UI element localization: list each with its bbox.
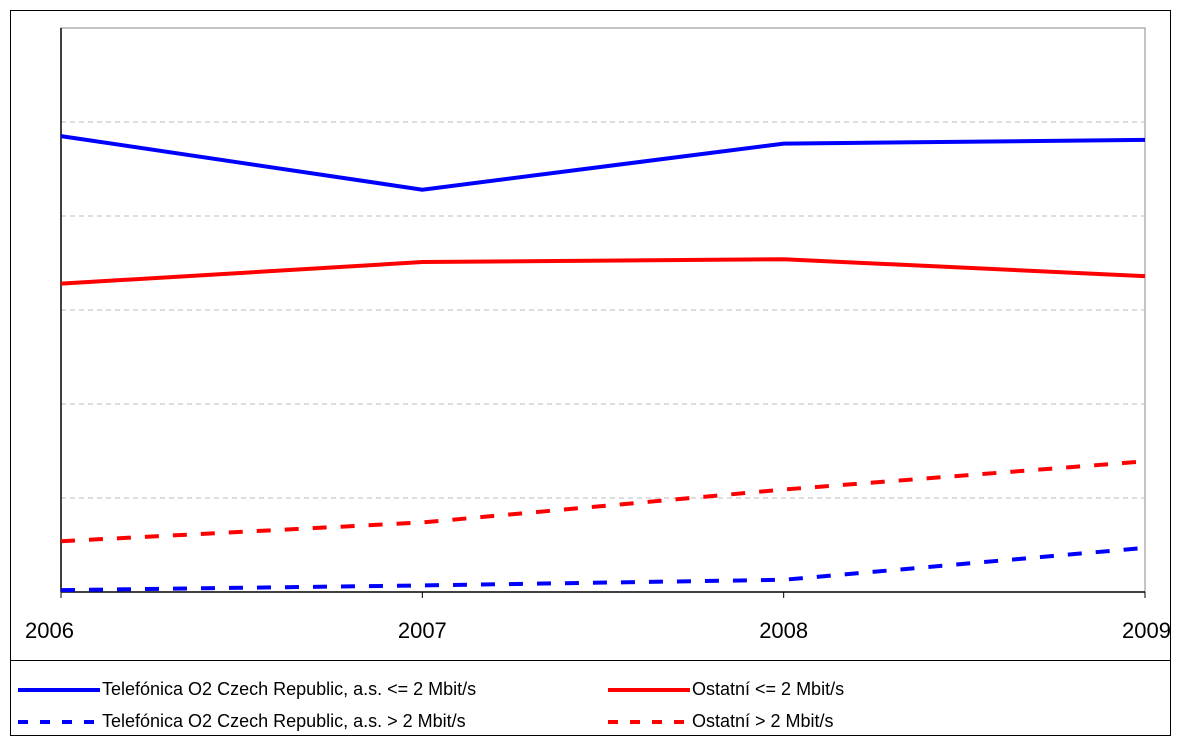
chart-frame — [10, 10, 1171, 736]
legend-label: Telefónica O2 Czech Republic, a.s. > 2 M… — [102, 711, 466, 731]
legend: Telefónica O2 Czech Republic, a.s. <= 2 … — [18, 679, 844, 731]
series-line — [60, 134, 1146, 192]
x-tick-label: 2006 — [25, 618, 74, 643]
series-line — [60, 545, 1146, 593]
x-tick-label: 2009 — [1122, 618, 1171, 643]
x-tick-label: 2008 — [759, 618, 808, 643]
legend-label: Telefónica O2 Czech Republic, a.s. <= 2 … — [102, 679, 476, 699]
x-tick-label: 2007 — [398, 618, 447, 643]
series-line — [60, 459, 1146, 544]
legend-label: Ostatní <= 2 Mbit/s — [692, 679, 844, 699]
series-line — [60, 257, 1146, 286]
legend-label: Ostatní > 2 Mbit/s — [692, 711, 834, 731]
